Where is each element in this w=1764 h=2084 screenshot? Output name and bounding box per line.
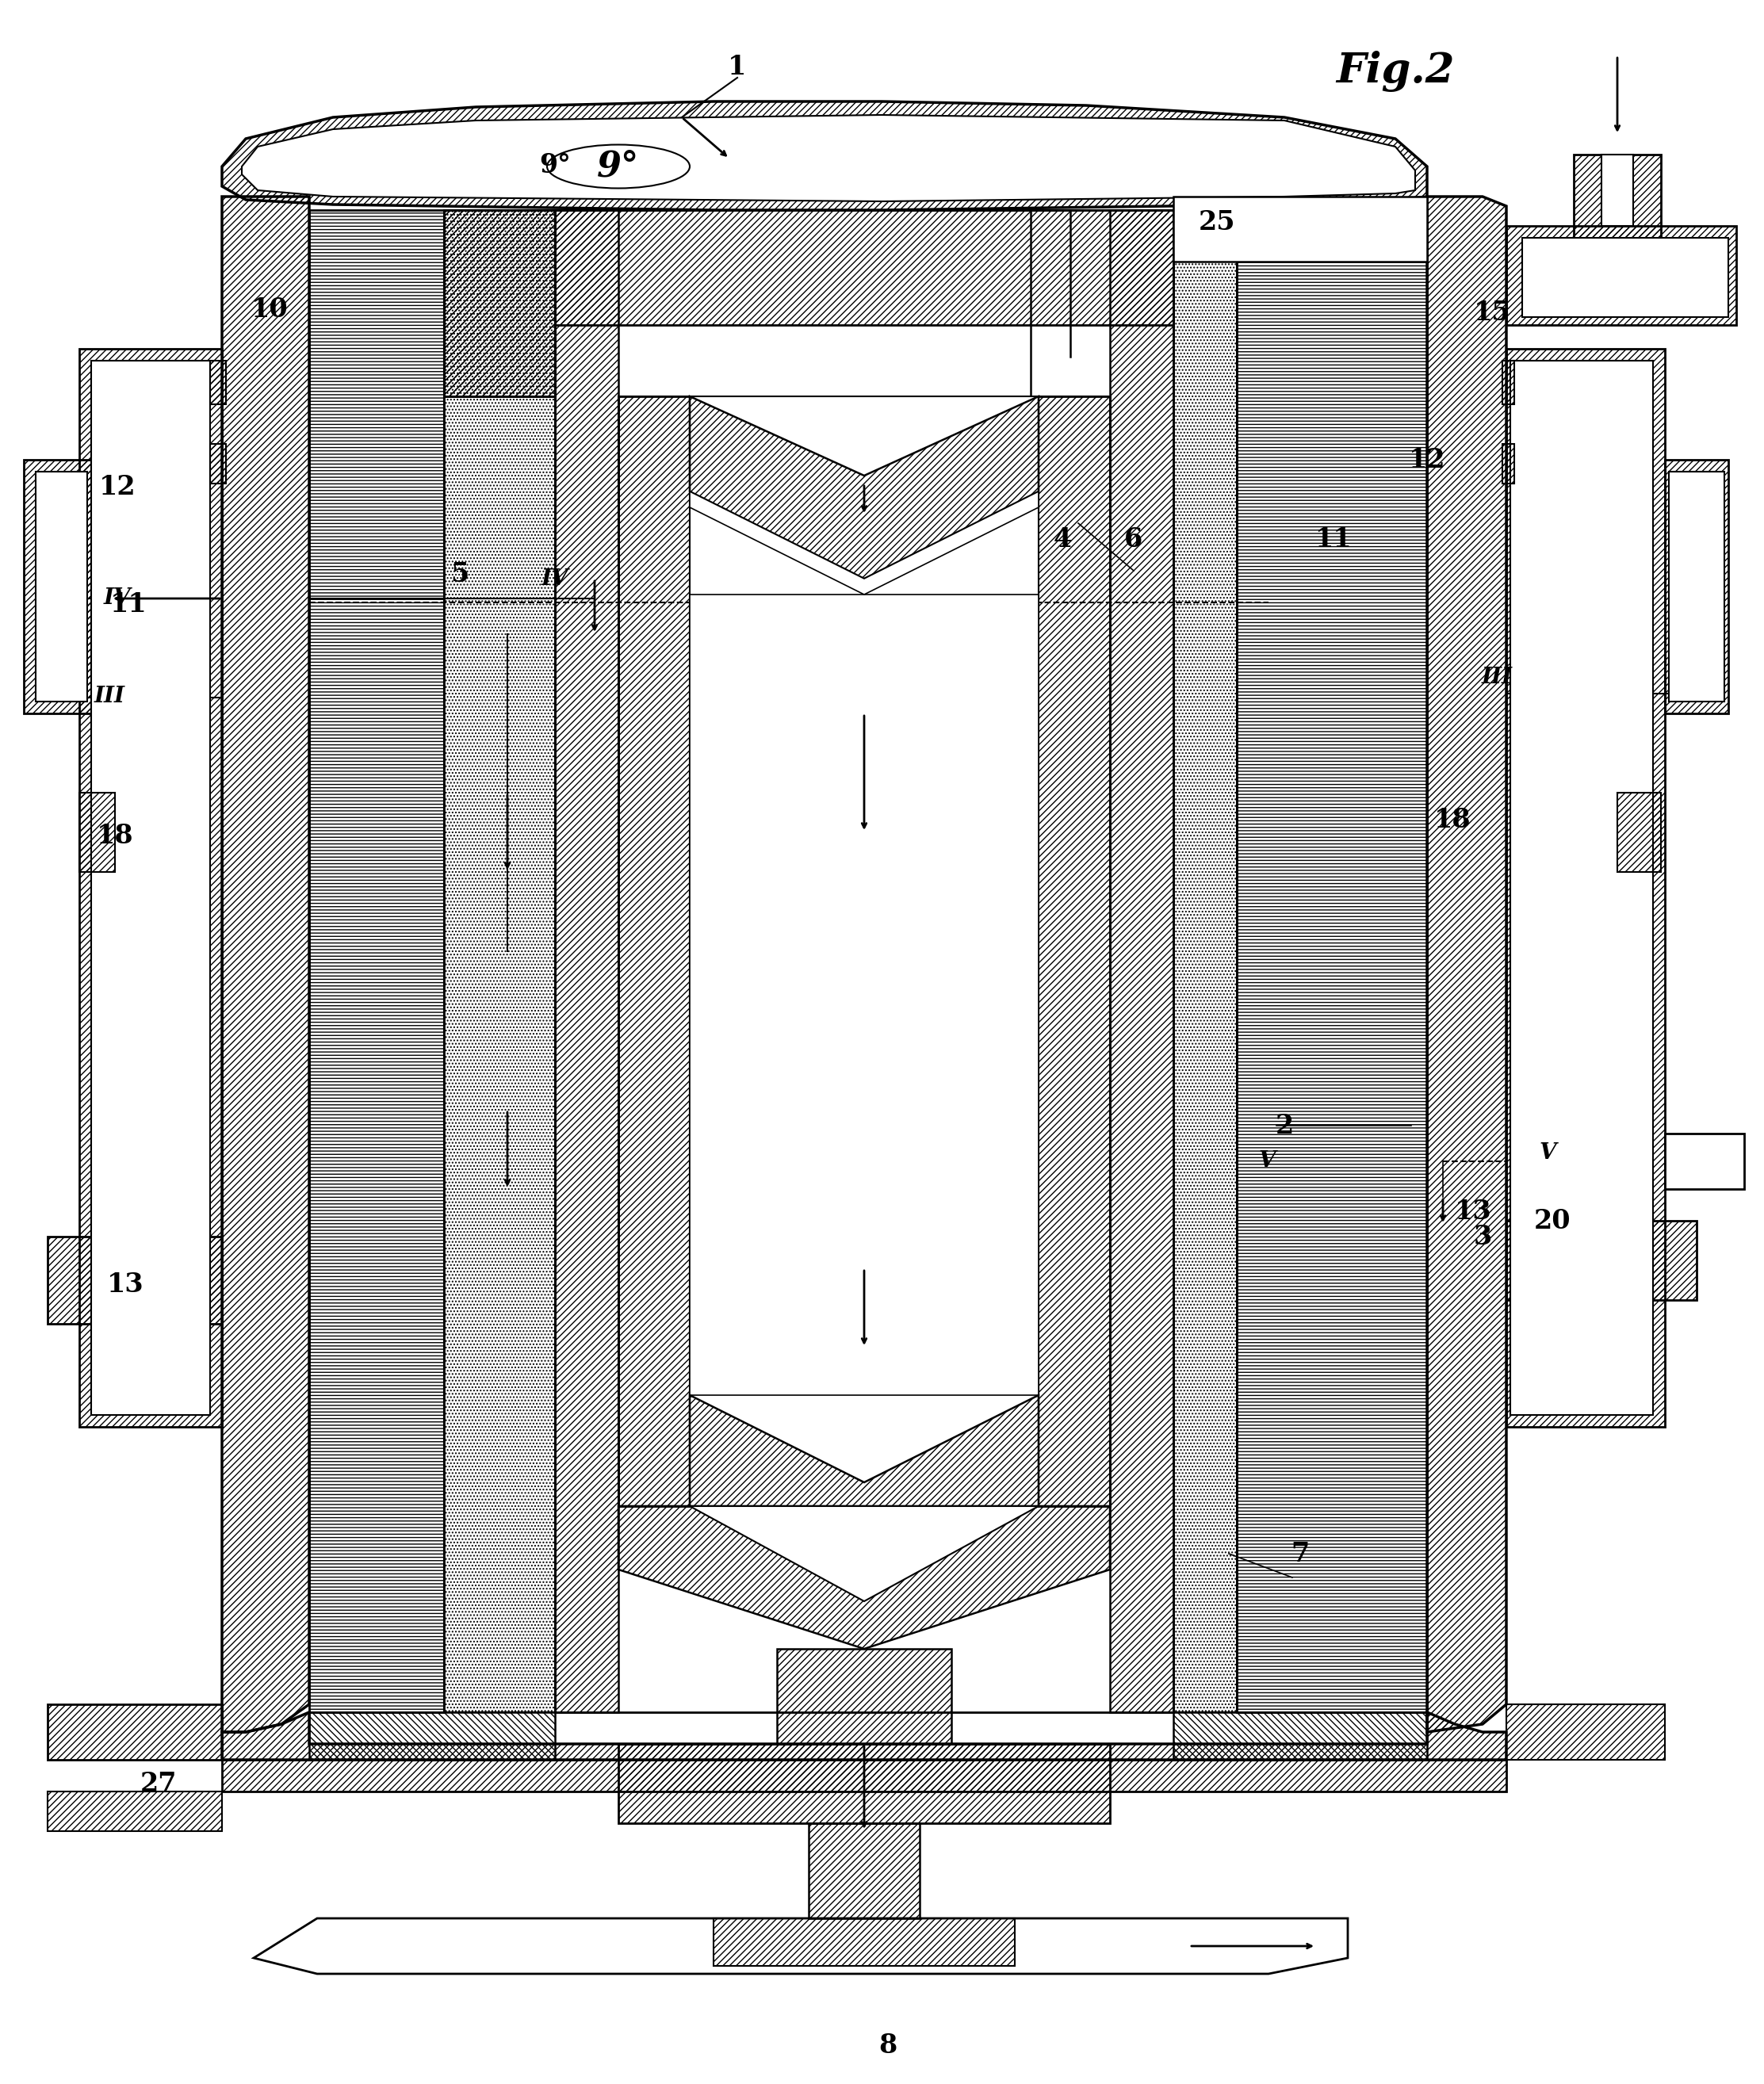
Text: V: V	[1258, 1150, 1275, 1171]
Polygon shape	[690, 396, 1039, 1507]
Text: 4: 4	[1053, 525, 1071, 552]
Text: 12: 12	[1409, 446, 1445, 473]
Polygon shape	[1602, 154, 1633, 225]
Text: IV: IV	[542, 569, 568, 590]
Polygon shape	[242, 115, 1415, 202]
Text: 11: 11	[109, 592, 146, 617]
Text: III: III	[1482, 667, 1512, 688]
Text: 27: 27	[139, 1771, 176, 1796]
Polygon shape	[1510, 361, 1653, 1415]
Polygon shape	[35, 471, 86, 702]
Text: 1: 1	[729, 54, 746, 81]
Text: 9°: 9°	[598, 150, 640, 183]
Text: 7: 7	[1291, 1540, 1309, 1567]
Text: 15: 15	[1473, 300, 1510, 327]
Polygon shape	[690, 594, 1039, 1394]
Text: IV: IV	[104, 588, 131, 609]
Text: 11: 11	[1314, 525, 1351, 552]
Text: 3: 3	[1473, 1223, 1492, 1250]
Polygon shape	[254, 1919, 1348, 1974]
Text: 8: 8	[878, 2032, 898, 2059]
Text: 18: 18	[1434, 807, 1471, 834]
Polygon shape	[1522, 238, 1729, 317]
Text: III: III	[93, 686, 125, 706]
Polygon shape	[1669, 471, 1725, 702]
Polygon shape	[556, 210, 1173, 1713]
Text: V: V	[1538, 1142, 1556, 1165]
Text: 9°: 9°	[540, 152, 572, 177]
Polygon shape	[1665, 1134, 1745, 1190]
Polygon shape	[1173, 196, 1427, 263]
Text: 13: 13	[108, 1271, 143, 1296]
Ellipse shape	[547, 144, 690, 188]
Text: 6: 6	[1124, 525, 1143, 552]
Polygon shape	[690, 1507, 1039, 1601]
Polygon shape	[92, 361, 210, 1415]
Text: Fig.2: Fig.2	[1335, 50, 1455, 92]
Text: 5: 5	[450, 561, 469, 588]
Text: 2: 2	[1275, 1113, 1293, 1138]
Text: 13: 13	[1455, 1198, 1492, 1223]
Text: 20: 20	[1535, 1207, 1570, 1234]
Text: 10: 10	[250, 296, 288, 323]
Text: 18: 18	[97, 823, 134, 850]
Text: 12: 12	[99, 475, 136, 500]
Polygon shape	[690, 492, 1039, 594]
Text: 25: 25	[1198, 208, 1235, 235]
